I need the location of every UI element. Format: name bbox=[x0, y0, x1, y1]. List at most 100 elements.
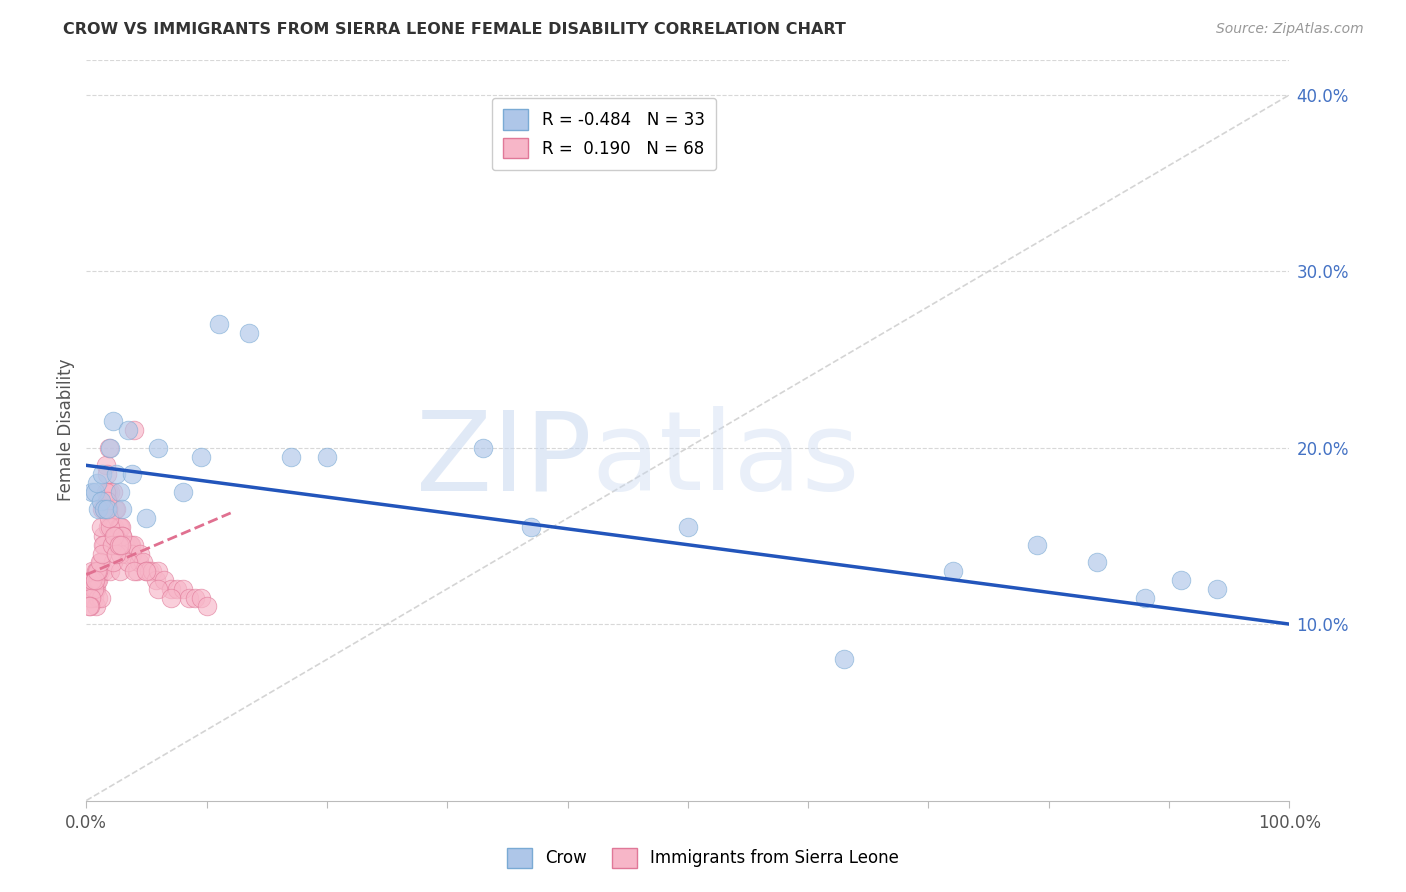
Point bbox=[84, 599, 107, 614]
Point bbox=[124, 538, 146, 552]
Point bbox=[110, 520, 132, 534]
Point bbox=[148, 441, 170, 455]
Point bbox=[110, 538, 132, 552]
Point bbox=[135, 564, 157, 578]
Point bbox=[101, 538, 124, 552]
Point bbox=[115, 547, 138, 561]
Point bbox=[93, 502, 115, 516]
Point bbox=[90, 502, 112, 516]
Point bbox=[82, 484, 104, 499]
Point bbox=[105, 502, 128, 516]
Point bbox=[108, 564, 131, 578]
Point bbox=[104, 502, 127, 516]
Point bbox=[98, 520, 121, 534]
Point bbox=[82, 573, 104, 587]
Point bbox=[107, 529, 129, 543]
Point bbox=[100, 520, 122, 534]
Point bbox=[117, 423, 139, 437]
Point bbox=[105, 467, 128, 482]
Point bbox=[472, 441, 495, 455]
Text: ZIP: ZIP bbox=[416, 406, 592, 513]
Point bbox=[84, 582, 107, 596]
Point bbox=[118, 538, 141, 552]
Point bbox=[832, 652, 855, 666]
Text: CROW VS IMMIGRANTS FROM SIERRA LEONE FEMALE DISABILITY CORRELATION CHART: CROW VS IMMIGRANTS FROM SIERRA LEONE FEM… bbox=[63, 22, 846, 37]
Point bbox=[83, 582, 105, 596]
Point bbox=[96, 467, 118, 482]
Point bbox=[94, 484, 117, 499]
Point bbox=[172, 582, 194, 596]
Point bbox=[124, 564, 146, 578]
Point bbox=[83, 573, 105, 587]
Point bbox=[83, 573, 105, 587]
Point bbox=[82, 582, 104, 596]
Point bbox=[520, 520, 543, 534]
Point bbox=[190, 450, 212, 464]
Point bbox=[135, 564, 157, 578]
Point bbox=[124, 423, 146, 437]
Point bbox=[105, 547, 128, 561]
Point bbox=[121, 547, 143, 561]
Point bbox=[108, 547, 131, 561]
Point bbox=[1085, 555, 1108, 569]
Point bbox=[117, 555, 139, 569]
Point bbox=[89, 555, 111, 569]
Point bbox=[159, 582, 181, 596]
Point bbox=[141, 564, 163, 578]
Point bbox=[117, 538, 139, 552]
Point bbox=[93, 564, 115, 578]
Point bbox=[280, 450, 302, 464]
Point bbox=[166, 582, 188, 596]
Point bbox=[90, 520, 112, 534]
Point bbox=[941, 564, 963, 578]
Point bbox=[145, 573, 167, 587]
Point bbox=[148, 564, 170, 578]
Point bbox=[207, 317, 229, 331]
Point bbox=[177, 591, 200, 605]
Point bbox=[1206, 582, 1229, 596]
Point bbox=[103, 520, 125, 534]
Point bbox=[108, 484, 131, 499]
Point bbox=[98, 511, 121, 525]
Point bbox=[98, 564, 121, 578]
Point bbox=[111, 502, 134, 516]
Point bbox=[87, 591, 110, 605]
Text: Source: ZipAtlas.com: Source: ZipAtlas.com bbox=[1216, 22, 1364, 37]
Point bbox=[91, 529, 114, 543]
Point bbox=[132, 555, 155, 569]
Point bbox=[190, 591, 212, 605]
Point bbox=[105, 538, 128, 552]
Point bbox=[86, 475, 108, 490]
Point bbox=[316, 450, 339, 464]
Point bbox=[93, 502, 115, 516]
Point bbox=[121, 467, 143, 482]
Point bbox=[125, 564, 148, 578]
Point bbox=[238, 326, 260, 340]
Point bbox=[114, 538, 136, 552]
Point bbox=[103, 529, 125, 543]
Point bbox=[148, 582, 170, 596]
Point bbox=[83, 591, 105, 605]
Point bbox=[108, 520, 131, 534]
Point bbox=[97, 484, 120, 499]
Point bbox=[128, 555, 150, 569]
Point bbox=[91, 538, 114, 552]
Point bbox=[1133, 591, 1156, 605]
Point bbox=[107, 520, 129, 534]
Point bbox=[138, 564, 160, 578]
Point bbox=[84, 564, 107, 578]
Point bbox=[83, 484, 105, 499]
Point bbox=[111, 529, 134, 543]
Point bbox=[195, 599, 218, 614]
Point bbox=[129, 547, 152, 561]
Point bbox=[77, 582, 100, 596]
Point bbox=[98, 441, 121, 455]
Point bbox=[107, 538, 129, 552]
Point bbox=[98, 441, 121, 455]
Point bbox=[93, 538, 115, 552]
Point bbox=[120, 538, 142, 552]
Point bbox=[115, 538, 138, 552]
Point bbox=[100, 538, 122, 552]
Point bbox=[87, 573, 110, 587]
Point bbox=[80, 591, 103, 605]
